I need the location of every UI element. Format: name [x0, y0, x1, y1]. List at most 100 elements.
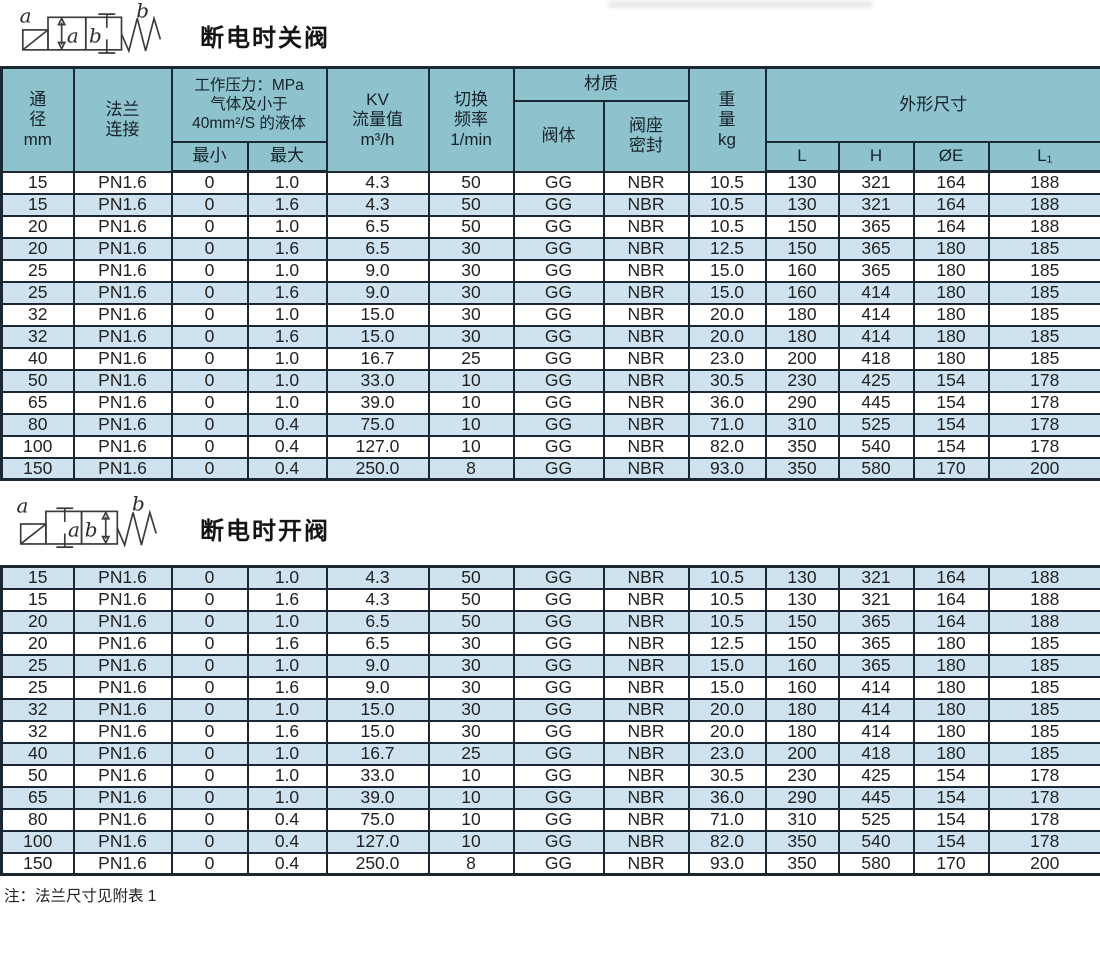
- header-line: 流量值: [352, 109, 403, 129]
- cell: 180: [764, 719, 840, 744]
- cell: 71.0: [687, 412, 767, 437]
- cell: 180: [764, 324, 840, 349]
- cell: 65: [0, 390, 75, 415]
- cell: 15: [0, 170, 75, 195]
- cell: PN1.6: [72, 829, 173, 854]
- cell: 100: [0, 434, 75, 459]
- table-close-body: 15 PN1.6 0 1.0 4.3 50 GG NBR 10.5 130 321 164 188 15 P…: [0, 170, 1100, 481]
- cell: 200: [764, 741, 840, 766]
- cell: PN1.6: [72, 587, 173, 612]
- cell: 1.6: [246, 236, 328, 261]
- cell: 82.0: [687, 434, 767, 459]
- cell: 0.4: [246, 412, 328, 437]
- cell: PN1.6: [72, 214, 173, 239]
- cell: 1.0: [246, 785, 328, 810]
- cell: GG: [512, 412, 605, 437]
- symbol-label-box-a: a: [68, 518, 80, 542]
- arrow-head-up: [101, 510, 111, 520]
- cell: 15.0: [325, 719, 430, 744]
- arrow-head-down: [57, 41, 67, 51]
- cell: 50: [427, 170, 515, 195]
- cell: 50: [427, 587, 515, 612]
- cell: 8: [427, 456, 515, 481]
- table-row: 50 PN1.6 0 1.0 33.0 10 GG NBR 30.5 230 425 154 178: [0, 368, 1100, 393]
- cell: 1.0: [246, 258, 328, 283]
- cell: 10.5: [687, 587, 767, 612]
- cell: 1.6: [246, 324, 328, 349]
- cell: 50: [427, 192, 515, 217]
- table-row: 40 PN1.6 0 1.0 16.7 25 GG NBR 23.0 200 418 180 185: [0, 741, 1100, 766]
- cell: PN1.6: [72, 807, 173, 832]
- section-close-valve-header: a a b b 断电时关阀: [0, 0, 1100, 66]
- cell: NBR: [602, 697, 690, 722]
- cell: 164: [912, 192, 990, 217]
- cell: GG: [512, 324, 605, 349]
- cell: 30: [427, 302, 515, 327]
- cell: 30.5: [687, 368, 767, 393]
- solenoid-valve-close-icon: a a b b: [20, 3, 162, 54]
- cell: 20: [0, 609, 75, 634]
- cell: GG: [512, 609, 605, 634]
- cell: PN1.6: [72, 653, 173, 678]
- cell: 20: [0, 236, 75, 261]
- cell: 0.4: [246, 807, 328, 832]
- cell: 0: [170, 565, 249, 590]
- table-row: 65 PN1.6 0 1.0 39.0 10 GG NBR 36.0 290 445 154 178: [0, 390, 1100, 415]
- cell: 321: [837, 565, 915, 590]
- cell: 80: [0, 412, 75, 437]
- cell: 414: [837, 697, 915, 722]
- cell: 50: [427, 214, 515, 239]
- cell: 30: [427, 631, 515, 656]
- header-line: 切换: [454, 89, 488, 109]
- cell: 0: [170, 302, 249, 327]
- cell: 1.0: [246, 346, 328, 371]
- cell: 30: [427, 324, 515, 349]
- table-row: 40 PN1.6 0 1.0 16.7 25 GG NBR 23.0 200 418 180 185: [0, 346, 1100, 371]
- cell: 23.0: [687, 346, 767, 371]
- cell: 178: [987, 763, 1100, 788]
- cell: NBR: [602, 192, 690, 217]
- cell: 180: [764, 697, 840, 722]
- cell: 0: [170, 719, 249, 744]
- cell: 160: [764, 280, 840, 305]
- cell: 0: [170, 631, 249, 656]
- cell: 93.0: [687, 851, 767, 876]
- header-weight: 重 量 kg: [687, 66, 767, 173]
- cell: 0: [170, 851, 249, 876]
- header-line: 量: [718, 109, 736, 129]
- cell: 178: [987, 829, 1100, 854]
- cell: 310: [764, 412, 840, 437]
- cell: 200: [987, 456, 1100, 481]
- cell: NBR: [602, 829, 690, 854]
- cell: 0: [170, 609, 249, 634]
- cell: 188: [987, 214, 1100, 239]
- header-line: 40mm²/S 的液体: [192, 115, 306, 133]
- cell: 20.0: [687, 324, 767, 349]
- cell: NBR: [602, 324, 690, 349]
- cell: 0: [170, 653, 249, 678]
- cell: 127.0: [325, 829, 430, 854]
- cell: 10: [427, 390, 515, 415]
- cell: 160: [764, 675, 840, 700]
- cell: 16.7: [325, 741, 430, 766]
- cell: 180: [912, 631, 990, 656]
- header-line: 1/min: [450, 129, 492, 149]
- cell: PN1.6: [72, 236, 173, 261]
- cell: 185: [987, 675, 1100, 700]
- cell: 130: [764, 192, 840, 217]
- cell: 1.0: [246, 170, 328, 195]
- header-switch-frequency: 切换 频率 1/min: [427, 66, 515, 173]
- table-row: 20 PN1.6 0 1.6 6.5 30 GG NBR 12.5 150 365 180 185: [0, 631, 1100, 656]
- cell: 30: [427, 258, 515, 283]
- cell: 164: [912, 565, 990, 590]
- cell: 150: [764, 609, 840, 634]
- symbol-label-box-b: b: [89, 24, 102, 48]
- cell: 1.6: [246, 192, 328, 217]
- cell: 1.0: [246, 390, 328, 415]
- cell: PN1.6: [72, 785, 173, 810]
- cell: 0.4: [246, 434, 328, 459]
- cell: 32: [0, 302, 75, 327]
- cell: 290: [764, 390, 840, 415]
- cell: 40: [0, 741, 75, 766]
